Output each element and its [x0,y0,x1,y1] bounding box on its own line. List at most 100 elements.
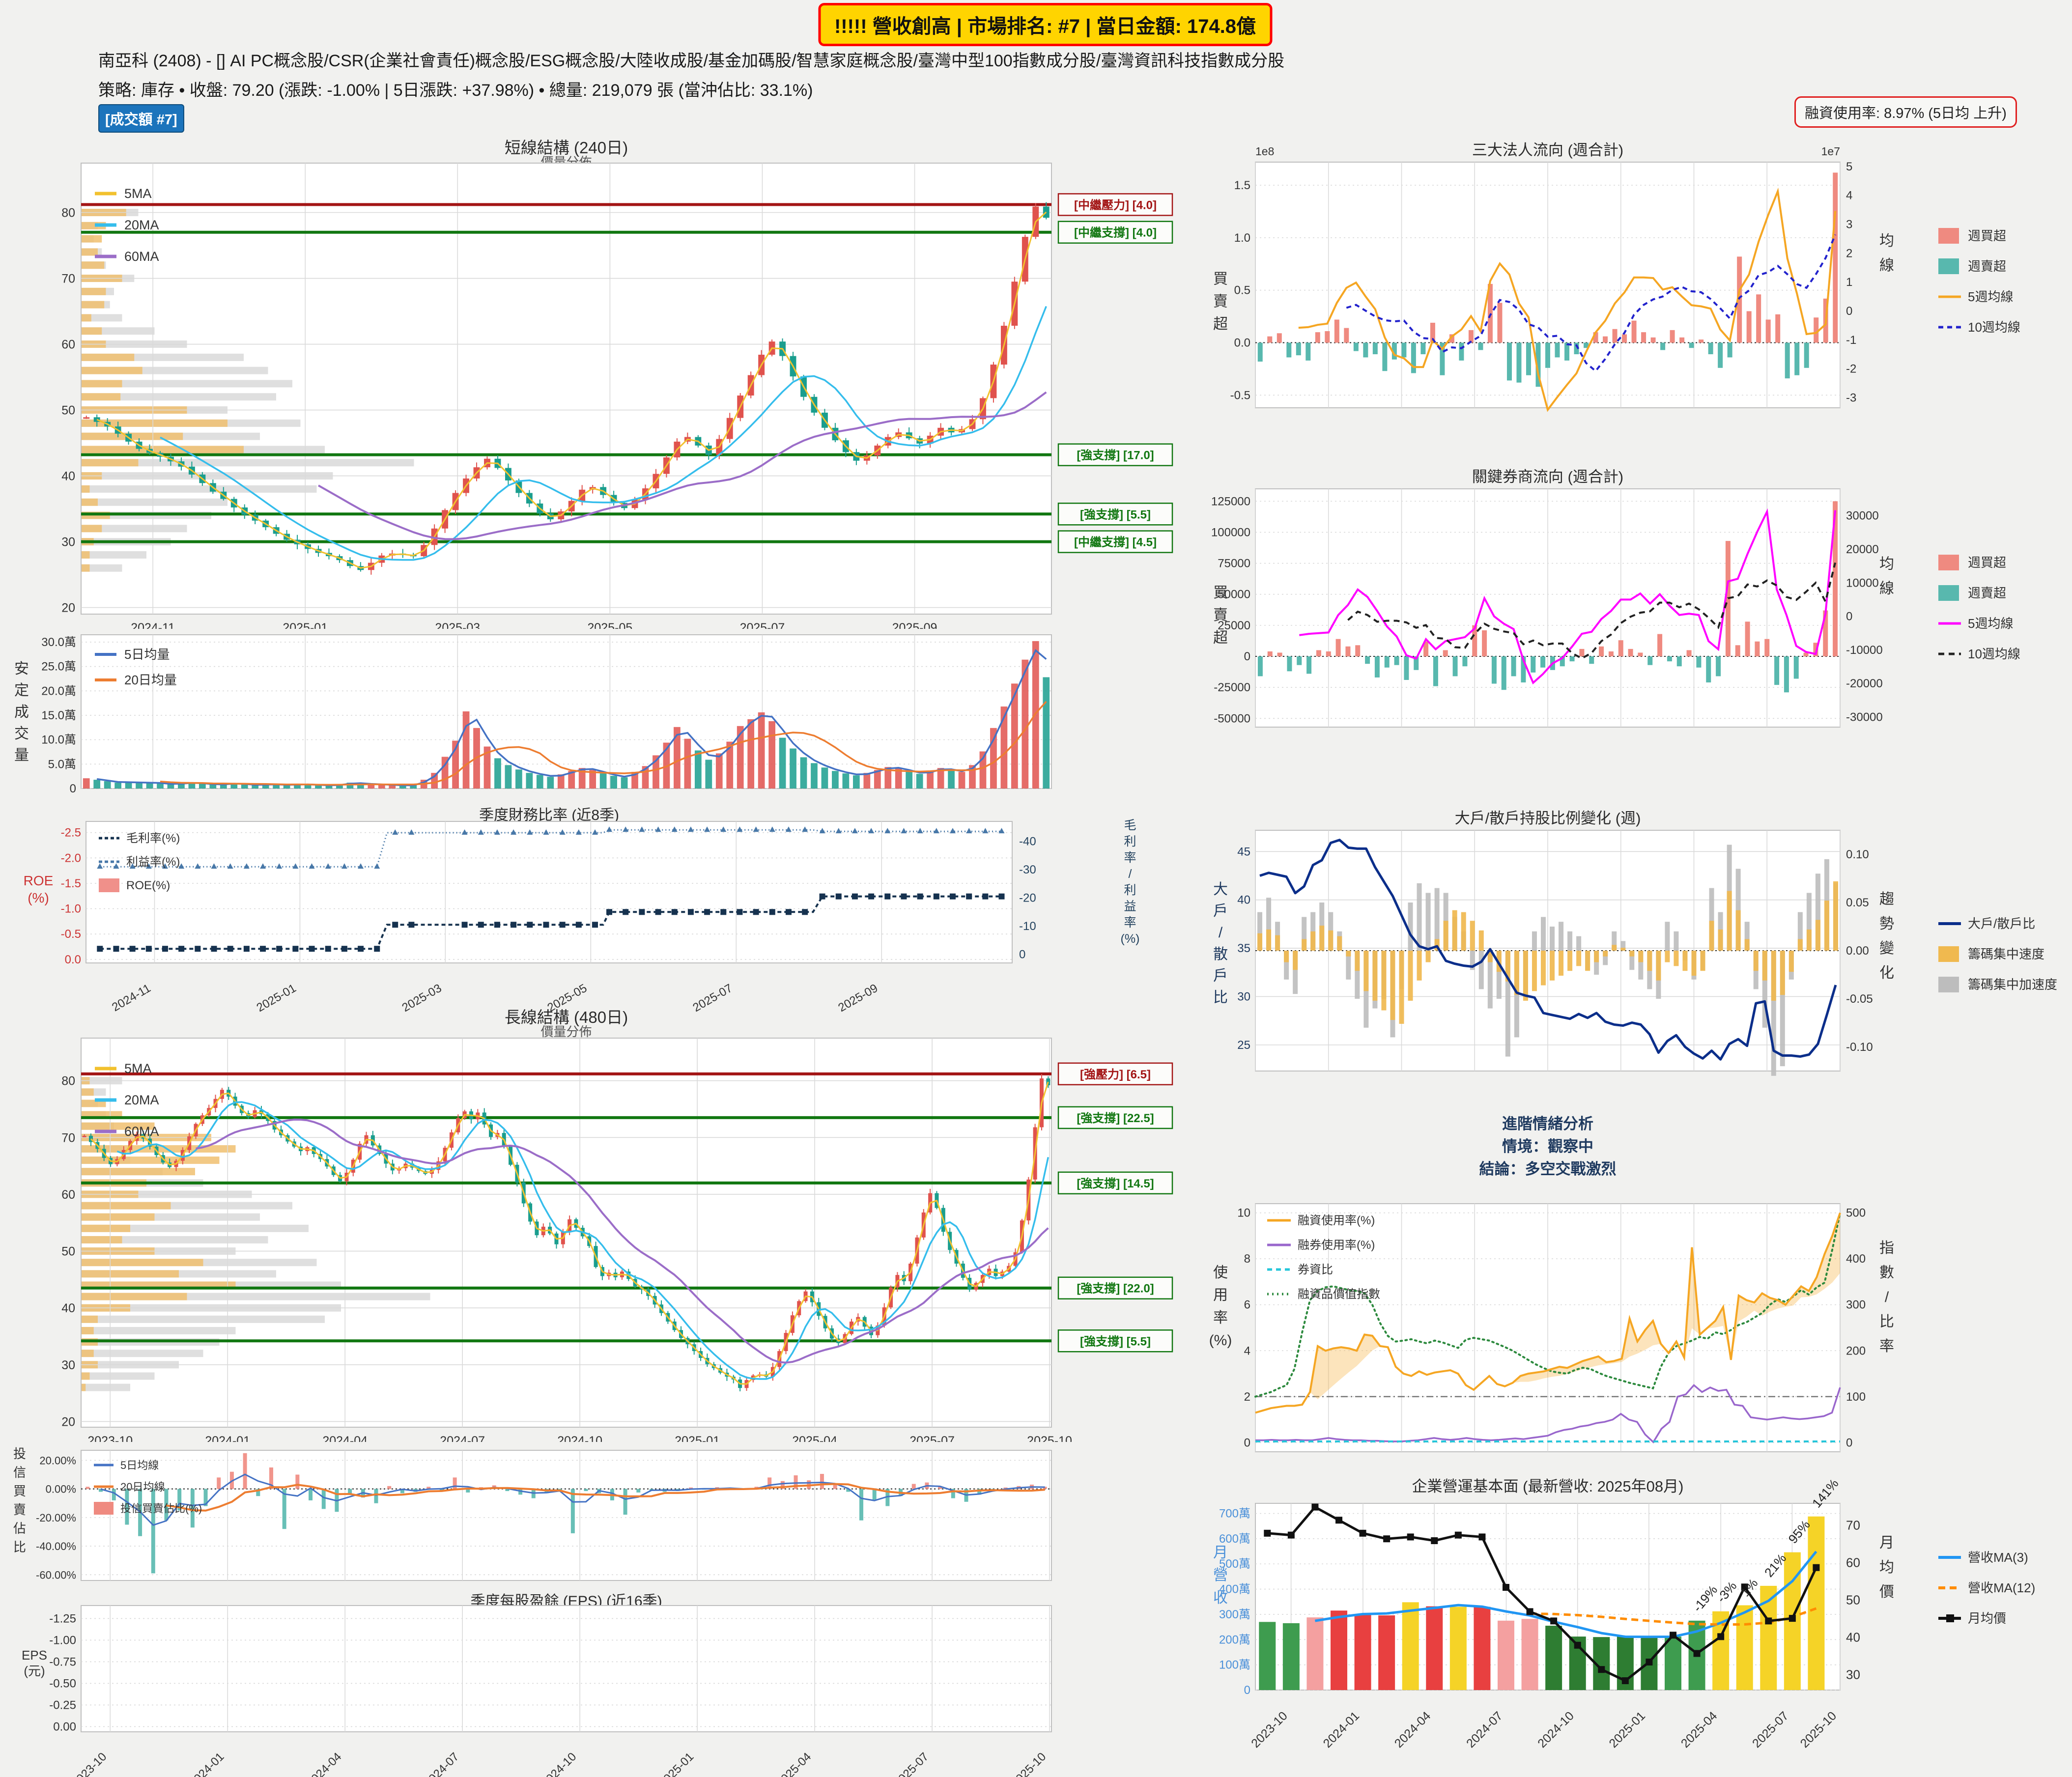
svg-text:25000: 25000 [1218,619,1250,632]
invest-trust-chart: 20.00% 0.00% -20.00% -40.00% -60.00% 5日均線 20日均… [13,1446,1052,1581]
svg-text:2025-01: 2025-01 [656,1750,696,1777]
svg-text:-0.05: -0.05 [1846,992,1873,1006]
svg-text:70: 70 [1846,1518,1860,1533]
svg-text:賣: 賣 [1213,294,1228,310]
revenue-title: 企業營運基本面 (最新營收: 2025年08月) [1412,1478,1684,1495]
svg-text:0.00%: 0.00% [46,1483,76,1495]
short-structure-chart: [中繼壓力] [4.0] [中繼支撐] [4.0] [強支撐] [17.0] [強支撐… [61,163,1173,629]
svg-text:使: 使 [1213,1265,1228,1281]
svg-text:0.0: 0.0 [65,953,81,966]
svg-text:0: 0 [1846,610,1852,623]
svg-text:-60.00%: -60.00% [36,1569,76,1581]
svg-text:100: 100 [1846,1390,1866,1404]
svg-text:30: 30 [1846,1667,1860,1682]
svg-text:60MA: 60MA [124,1124,159,1139]
svg-text:2025-01: 2025-01 [1606,1709,1648,1750]
svg-text:0.0: 0.0 [1234,337,1250,350]
svg-text:2025-04: 2025-04 [792,1434,837,1442]
volume-chart: 0 5.0萬 10.0萬 15.0萬 20.0萬 25.0萬 30.0萬 5日均量 20日均量 安… [14,634,1052,795]
svg-text:-50000: -50000 [1214,712,1250,725]
svg-text:2024-10: 2024-10 [1535,1709,1577,1750]
svg-text:30: 30 [61,536,75,549]
long-structure-title: 長線結構 (480日) [504,1008,628,1026]
svg-text:-0.10: -0.10 [1846,1041,1873,1054]
svg-text:率: 率 [1124,851,1136,865]
svg-text:400萬: 400萬 [1219,1583,1250,1596]
svg-text:週買超: 週買超 [1968,228,2006,243]
svg-text:-0.75: -0.75 [49,1655,76,1668]
svg-text:40: 40 [61,1301,75,1315]
svg-text:10週均線: 10週均線 [1968,647,2020,661]
svg-text:融券使用率(%): 融券使用率(%) [1298,1239,1375,1252]
svg-text:-10: -10 [1019,920,1036,933]
svg-text:2024-01: 2024-01 [205,1434,250,1442]
svg-text:買: 買 [1213,585,1228,601]
svg-text:[強支撐] [22.0]: [強支撐] [22.0] [1077,1282,1154,1296]
svg-text:2023-10: 2023-10 [1249,1709,1290,1750]
svg-text:/: / [1219,925,1223,941]
svg-text:佔: 佔 [13,1521,26,1536]
svg-text:-10000: -10000 [1846,644,1883,657]
svg-text:35: 35 [1237,942,1250,955]
svg-text:50000: 50000 [1218,588,1250,601]
svg-text:15.0萬: 15.0萬 [41,709,76,722]
svg-text:交: 交 [14,726,29,742]
svg-text:700萬: 700萬 [1219,1507,1250,1521]
svg-text:2025-07: 2025-07 [909,1434,955,1442]
long-structure-subtitle: 價量分佈 [540,1024,592,1039]
svg-text:500萬: 500萬 [1219,1557,1250,1571]
svg-text:戶: 戶 [1213,903,1228,919]
svg-text:收: 收 [1213,1590,1228,1606]
svg-text:2024-01: 2024-01 [1321,1709,1362,1750]
svg-text:勢: 勢 [1879,916,1894,932]
svg-text:4: 4 [1846,189,1852,202]
svg-text:600萬: 600萬 [1219,1532,1250,1546]
svg-text:-1.00: -1.00 [49,1634,76,1647]
svg-text:[強支撐] [22.5]: [強支撐] [22.5] [1077,1112,1154,1125]
svg-text:-2.0: -2.0 [61,851,81,865]
svg-text:大戶/散戶比: 大戶/散戶比 [1968,916,2035,931]
svg-text:5日均量: 5日均量 [124,647,170,662]
svg-text:成: 成 [14,704,29,720]
svg-text:2024-10: 2024-10 [539,1750,579,1777]
sentiment-chart: 02468100100200300400500使用率(%)指數/比率融資使用率(… [1209,1203,1894,1452]
svg-text:數: 數 [1879,1265,1894,1281]
svg-text:週賣超: 週賣超 [1968,259,2006,274]
svg-text:用: 用 [1213,1287,1228,1303]
eps-chart: 0.00 -0.25 -0.50 -0.75 -1.00 -1.25 2023-10 2024… [22,1605,1052,1777]
svg-text:10週均線: 10週均線 [1968,320,2020,335]
svg-text:營收MA(12): 營收MA(12) [1968,1580,2035,1595]
revenue-record-banner: !!!!! 營收創高 | 市場排名: #7 | 當日金額: 174.8億 [818,3,1272,46]
svg-text:20MA: 20MA [124,1093,159,1107]
svg-text:EPS: EPS [22,1648,47,1663]
svg-text:0.00: 0.00 [1846,944,1869,958]
svg-text:買: 買 [1213,271,1228,287]
svg-text:2025-10: 2025-10 [1798,1709,1840,1750]
svg-text:80: 80 [61,1074,75,1088]
svg-text:券資比: 券資比 [1298,1263,1333,1276]
svg-text:0: 0 [1244,650,1250,663]
svg-text:60: 60 [1846,1555,1860,1570]
svg-text:60: 60 [61,338,75,352]
sentiment-conclusion: 結論：多空交戰激烈 [1479,1160,1617,1178]
institutional-flow-chart: 1.5 1.0 0.5 0.0 -0.5 5 4 3 2 1 0 -1 -2 -3 1e8 1e7 買賣超 均線 週… [1213,145,2020,412]
strategy-summary: 策略: 庫存 • 收盤: 79.20 (漲跌: -1.00% | 5日漲跌: +… [98,81,813,100]
svg-text:[強支撐] [5.5]: [強支撐] [5.5] [1080,1335,1151,1348]
svg-text:2024-04: 2024-04 [304,1750,344,1777]
svg-text:2025-03: 2025-03 [435,621,480,629]
svg-text:20.0萬: 20.0萬 [41,684,76,698]
svg-text:20.00%: 20.00% [39,1454,76,1467]
svg-text:25: 25 [1237,1039,1250,1052]
svg-text:月: 月 [1879,1535,1894,1551]
svg-text:率: 率 [1124,916,1136,930]
svg-text:(%): (%) [1121,932,1140,946]
svg-text:投: 投 [13,1446,26,1461]
svg-text:2024-10: 2024-10 [557,1434,602,1442]
svg-text:10000: 10000 [1846,576,1879,590]
svg-text:20: 20 [61,1415,75,1429]
svg-text:2025-01: 2025-01 [675,1434,720,1442]
svg-text:500: 500 [1846,1207,1866,1220]
svg-text:2: 2 [1846,247,1852,260]
svg-text:比: 比 [1213,989,1228,1006]
